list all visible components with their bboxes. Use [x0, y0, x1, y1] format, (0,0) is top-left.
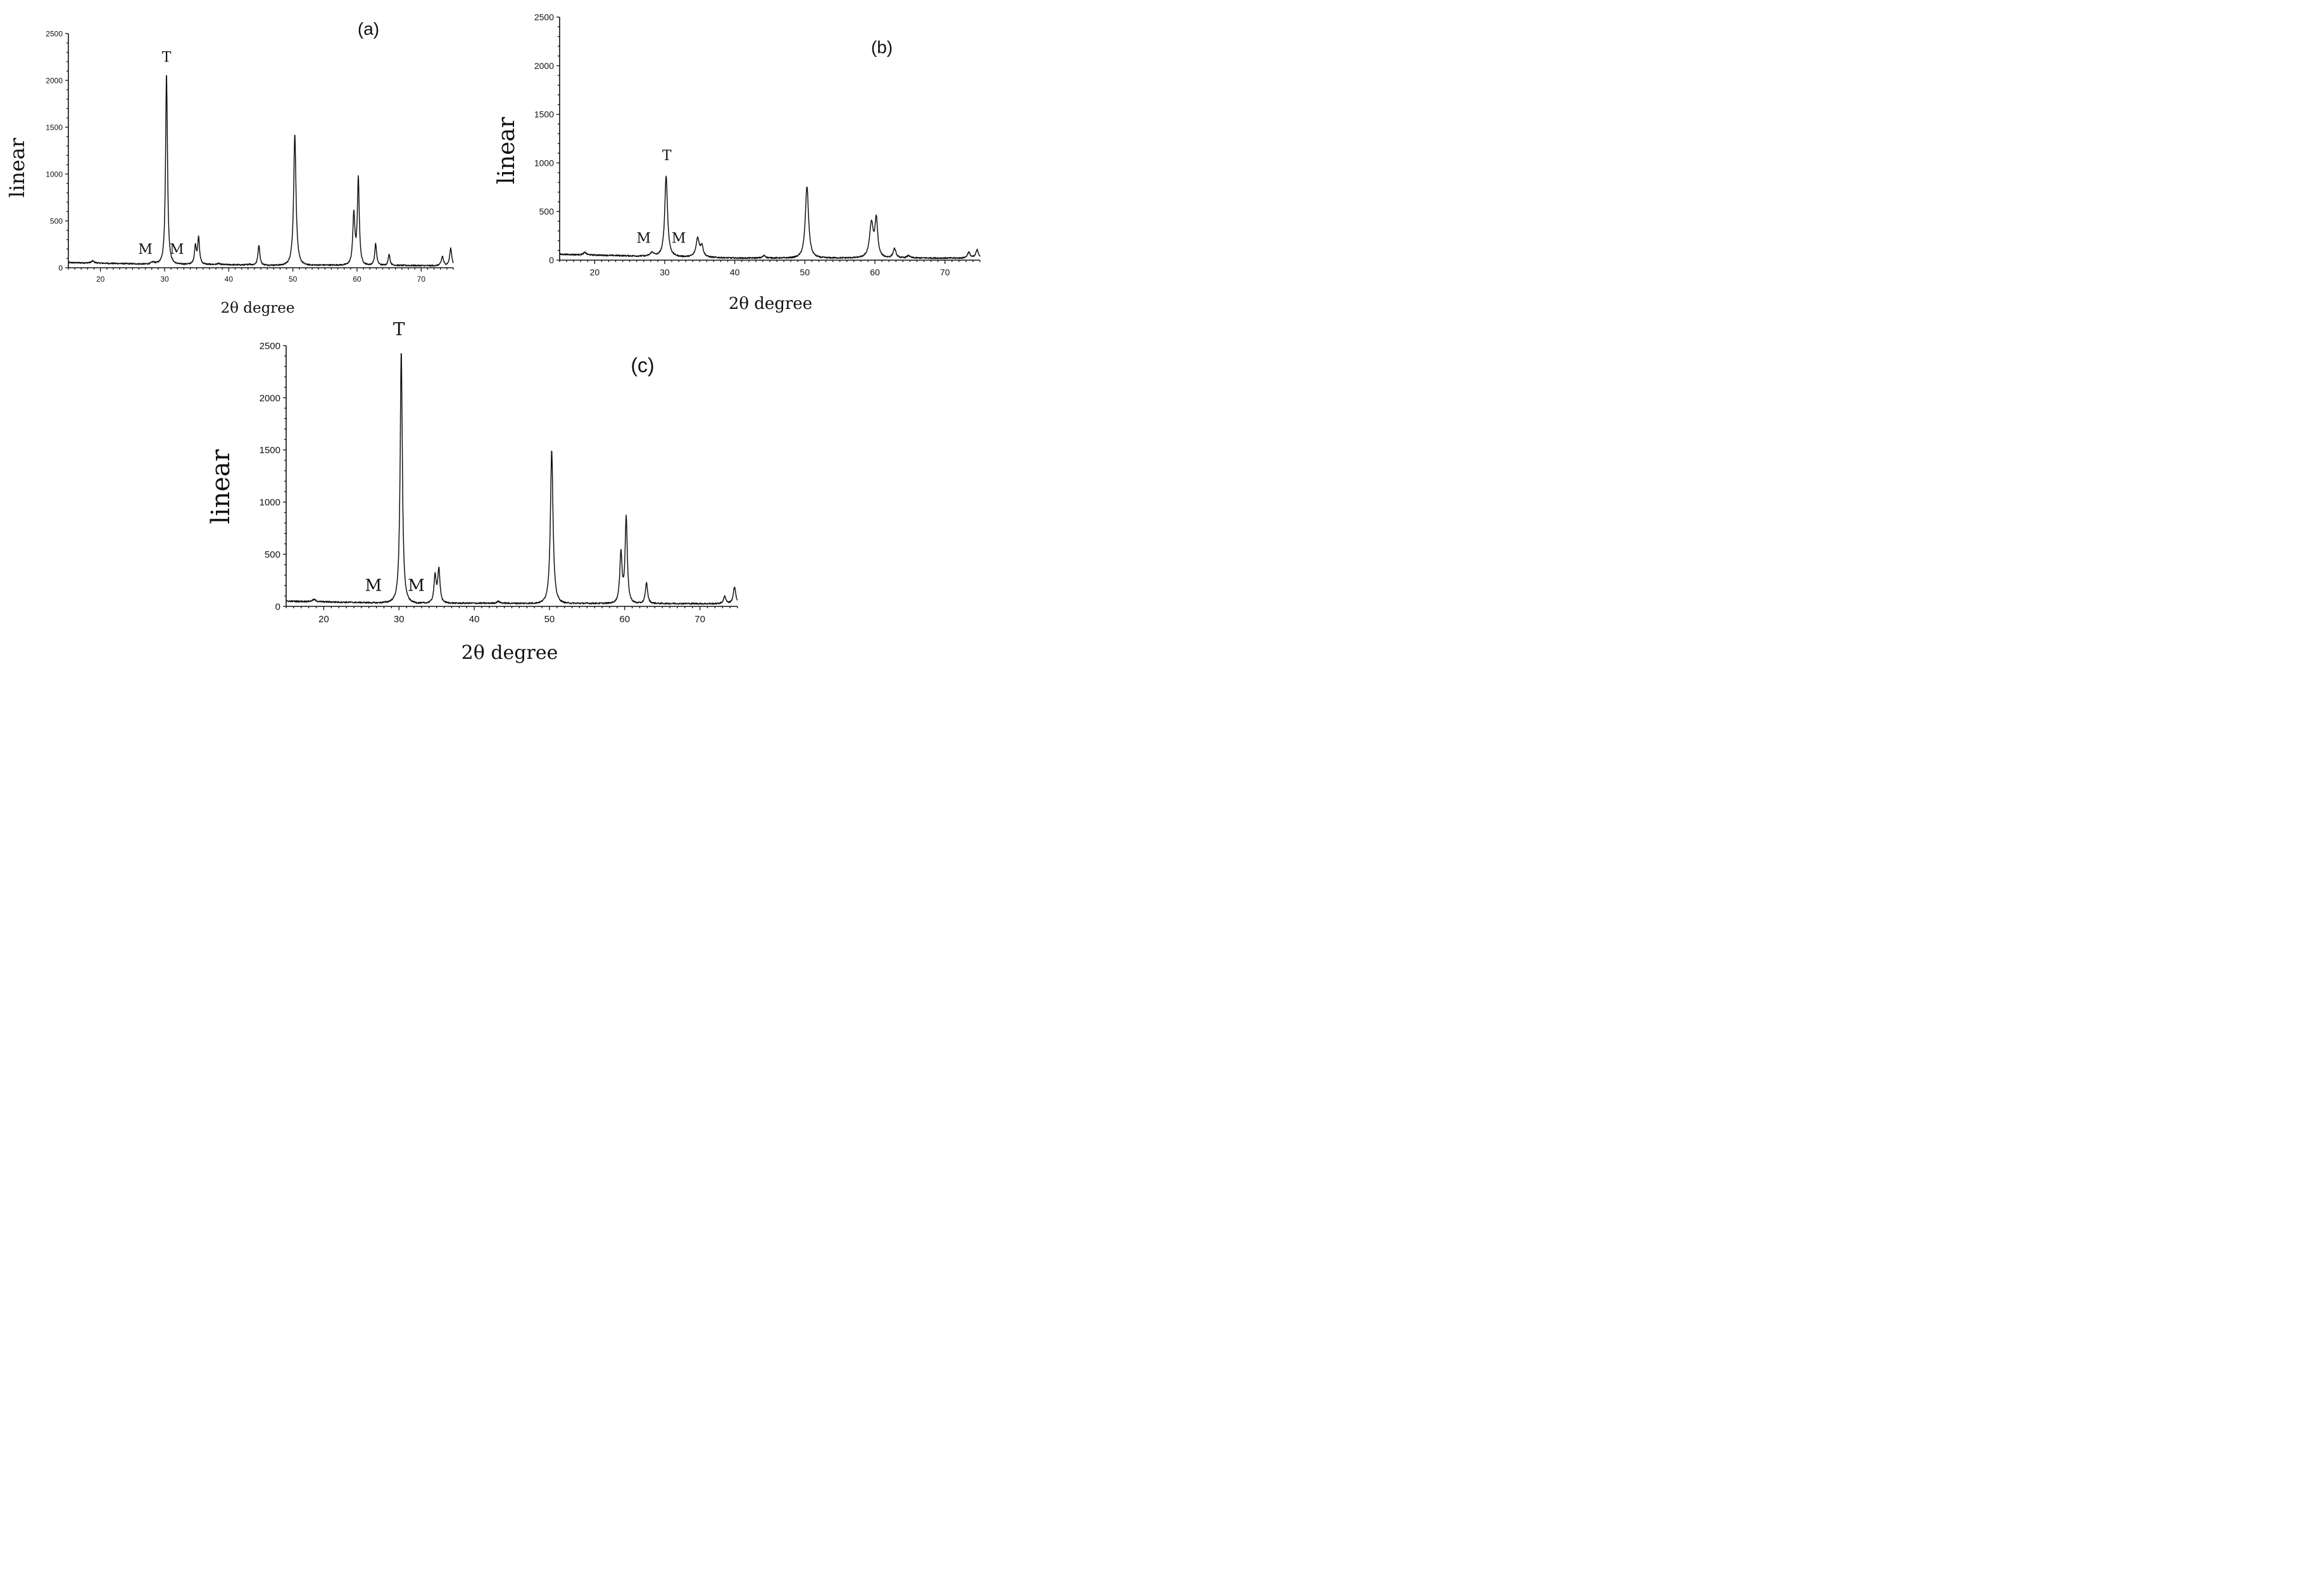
y-tick-label: 2500 — [260, 341, 280, 351]
x-axis-label: 2θ degree — [220, 300, 294, 316]
x-axis-label: 2θ degree — [462, 642, 558, 664]
y-tick-label: 1500 — [534, 110, 554, 120]
tetragonal-peak-label: T — [162, 49, 172, 65]
x-tick-label: 70 — [940, 267, 950, 277]
y-tick-label: 2000 — [46, 76, 63, 85]
x-tick-label: 60 — [870, 267, 880, 277]
panel-label: (a) — [358, 19, 379, 39]
y-tick-label: 2000 — [534, 61, 554, 71]
tetragonal-peak-label: T — [393, 319, 405, 340]
figure: (a) linear 2θ degree 0500100015002000250… — [5, 12, 981, 664]
y-tick-label: 0 — [275, 601, 280, 612]
x-axis-label: 2θ degree — [729, 294, 812, 313]
y-tick-label: 0 — [58, 263, 63, 272]
y-tick-label: 1000 — [260, 498, 280, 508]
x-tick-label: 30 — [660, 267, 670, 277]
x-tick-label: 70 — [694, 614, 705, 625]
y-tick-label: 2000 — [260, 393, 280, 404]
y-tick-label: 500 — [50, 216, 63, 225]
y-tick-label: 1000 — [46, 170, 63, 178]
xrd-trace — [286, 353, 738, 605]
monoclinic-peak-label: M — [408, 576, 425, 595]
panel-label: (c) — [631, 354, 654, 377]
x-tick-label: 30 — [160, 275, 169, 284]
x-tick-label: 50 — [544, 614, 555, 625]
y-tick-label: 2500 — [46, 29, 63, 38]
tetragonal-peak-label: T — [662, 148, 672, 164]
monoclinic-peak-label: M — [170, 242, 184, 258]
monoclinic-peak-label: M — [637, 230, 651, 246]
x-tick-label: 60 — [619, 614, 630, 625]
y-axis-label: linear — [5, 137, 29, 197]
x-tick-label: 40 — [730, 267, 740, 277]
x-tick-label: 40 — [225, 275, 234, 284]
panel-a: (a) linear 2θ degree 0 500 1000 1500 2000 250… — [5, 19, 454, 316]
x-tick-label: 30 — [394, 614, 405, 625]
y-tick-label: 500 — [265, 549, 280, 560]
monoclinic-peak-label: M — [365, 576, 382, 595]
y-tick-label: 1500 — [260, 445, 280, 456]
y-tick-label: 0 — [549, 255, 554, 265]
y-tick-label: 1500 — [46, 123, 63, 132]
panel-c: (c) linear 2θ degree 0 500 1000 1500 2000 250… — [206, 319, 738, 664]
x-tick-label: 20 — [318, 614, 329, 625]
y-tick-label: 1000 — [534, 158, 554, 168]
y-axis-label: linear — [494, 116, 520, 184]
y-axis-label: linear — [206, 449, 236, 524]
y-tick-label: 500 — [539, 206, 555, 216]
panel-label: (b) — [871, 37, 893, 57]
monoclinic-peak-label: M — [138, 242, 153, 258]
x-tick-label: 70 — [417, 275, 426, 284]
x-tick-label: 50 — [800, 267, 810, 277]
y-tick-label: 2500 — [534, 12, 554, 22]
x-tick-label: 40 — [469, 614, 480, 625]
monoclinic-peak-label: M — [672, 230, 686, 246]
xrd-trace — [559, 175, 981, 260]
x-tick-label: 60 — [353, 275, 361, 284]
x-tick-label: 20 — [96, 275, 105, 284]
x-tick-label: 50 — [289, 275, 298, 284]
x-tick-label: 20 — [590, 267, 600, 277]
panel-b: (b) linear 2θ degree 0 500 1000 1500 2000 250… — [494, 12, 981, 313]
xrd-trace — [68, 75, 454, 267]
